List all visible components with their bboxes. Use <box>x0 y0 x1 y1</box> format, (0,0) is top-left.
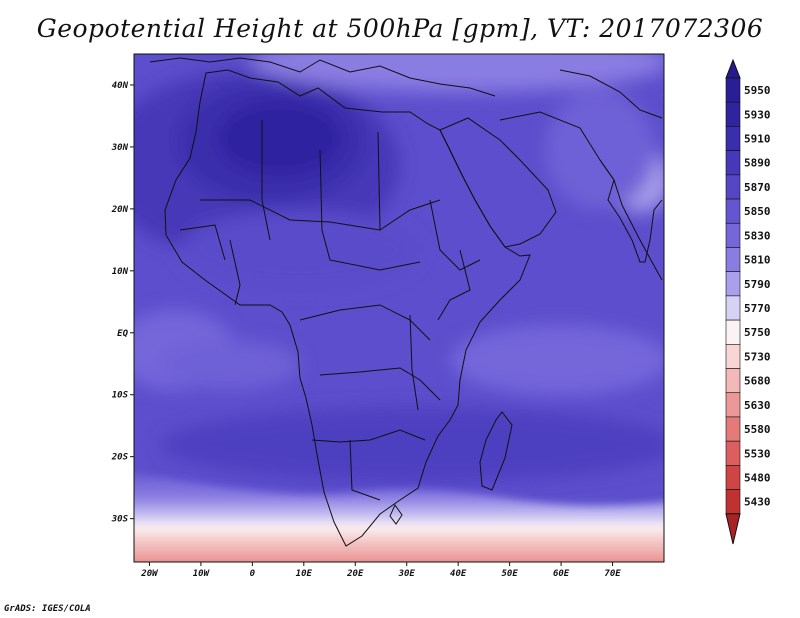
lon-tick-label: 40E <box>450 569 467 579</box>
axis-ticks: 20W 10W 0 10E 20E 30E 40E 50E 60E 70E 40N 30N 20N 10N… <box>111 81 622 579</box>
lon-tick-label: 60E <box>553 569 570 579</box>
colorbar-label: 5730 <box>744 350 771 363</box>
lat-tick-label: 40N <box>112 81 129 91</box>
lat-tick-label: 30N <box>111 143 129 153</box>
lat-tick-label: 10S <box>112 391 129 401</box>
lat-tick-label: 10N <box>112 267 129 277</box>
colorbar-label: 5910 <box>744 133 771 146</box>
colorbar-top-cap <box>725 58 741 79</box>
colorbar-swatch <box>725 465 741 490</box>
colorbar-label: 5680 <box>744 375 771 388</box>
colorbar-swatch <box>725 198 741 224</box>
map-title: Geopotential Height at 500hPa [gpm], VT:… <box>36 14 764 43</box>
plot-frame <box>133 53 665 563</box>
colorbar-swatch <box>725 295 741 321</box>
colorbar-label: 5830 <box>744 229 771 242</box>
colorbar-bottom-cap <box>725 513 741 545</box>
colorbar-label: 5750 <box>744 326 771 339</box>
colorbar-swatch <box>725 174 741 200</box>
footer-credit: GrADS: IGES/COLA <box>4 604 91 614</box>
colorbar-swatch <box>725 344 741 369</box>
country-boundaries <box>149 57 663 547</box>
lon-tick-label: 30E <box>398 569 416 579</box>
colorbar-swatch <box>725 126 741 151</box>
colorbar-label: 5810 <box>744 254 771 267</box>
colorbar-swatch <box>725 368 741 394</box>
colorbar-label: 5430 <box>744 496 771 509</box>
colorbar-swatch <box>725 77 741 103</box>
colorbar-label: 5630 <box>744 399 771 412</box>
lon-tick-label: 70E <box>604 569 621 579</box>
colorbar-label: 5530 <box>744 447 771 460</box>
colorbar-label: 5790 <box>744 278 771 291</box>
lat-tick-label: EQ <box>117 329 128 339</box>
colorbar-label: 5870 <box>744 181 771 194</box>
colorbar-label: 5480 <box>744 471 771 484</box>
lat-tick-label: 20S <box>111 453 129 463</box>
colorbar-label: 5580 <box>744 423 771 436</box>
colorbar-swatch <box>725 222 741 248</box>
colorbar-swatch <box>725 489 741 515</box>
lon-tick-label: 20E <box>346 569 364 579</box>
colorbar-swatch <box>725 247 741 272</box>
colorbar-swatch <box>725 271 741 297</box>
colorbar-label: 5950 <box>744 84 771 97</box>
colorbar-swatch <box>725 150 741 176</box>
colorbar-label: 5930 <box>744 108 771 121</box>
colorbar-swatch <box>725 416 741 442</box>
lon-tick-label: 50E <box>501 569 518 579</box>
lon-tick-label: 10W <box>193 569 211 579</box>
colorbar-label: 5890 <box>744 157 771 170</box>
lon-tick-label: 0 <box>250 569 256 579</box>
height-field <box>134 54 664 562</box>
lat-tick-label: 30S <box>111 515 129 525</box>
colorbar-label: 5850 <box>744 205 771 218</box>
colorbar-swatch <box>725 319 741 345</box>
lat-tick-label: 20N <box>111 205 129 215</box>
colorbar-swatch <box>725 392 741 418</box>
colorbar-swatch <box>725 440 741 466</box>
colorbar-label: 5770 <box>744 302 771 315</box>
colorbar: 5950 5930 5910 5890 5870 5850 5830 5810 5790 5770… <box>725 58 771 545</box>
lon-tick-label: 20W <box>140 569 159 579</box>
colorbar-swatch <box>725 101 741 127</box>
lon-tick-label: 10E <box>296 569 313 579</box>
